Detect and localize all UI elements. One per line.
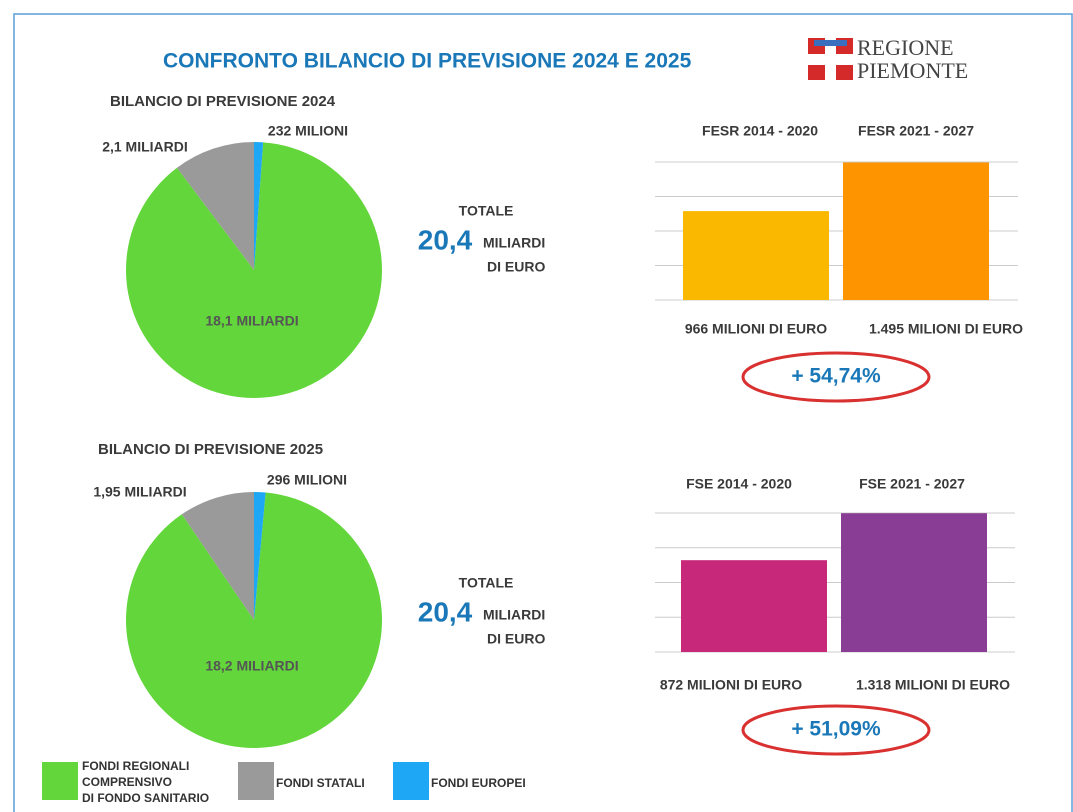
legend-swatch xyxy=(238,762,274,800)
total-caption: TOTALE xyxy=(459,575,514,591)
change-label: + 54,74% xyxy=(791,365,881,388)
legend-label: FONDI EUROPEI xyxy=(431,776,526,790)
pie-slice xyxy=(126,492,383,748)
category-label: FESR 2021 - 2027 xyxy=(858,123,974,139)
slice-label: 296 MILIONI xyxy=(267,472,347,488)
logo xyxy=(808,38,853,80)
highlight-circle xyxy=(741,351,931,403)
logo-text: REGIONE xyxy=(857,35,954,60)
frame xyxy=(13,13,1073,812)
category-label: FSE 2021 - 2027 xyxy=(859,476,965,492)
total-unit: DI EURO xyxy=(487,259,545,275)
legend-swatch xyxy=(393,762,429,800)
pie-slice xyxy=(176,142,254,270)
value-label: 1.318 MILIONI DI EURO xyxy=(856,677,1010,693)
bar xyxy=(841,513,987,652)
legend-label: FONDI REGIONALI COMPRENSIVO DI FONDO SAN… xyxy=(82,759,210,805)
total-unit: MILIARDI xyxy=(483,607,545,623)
chart-title: BILANCIO DI PREVISIONE 2025 xyxy=(98,441,323,458)
value-label: 966 MILIONI DI EURO xyxy=(685,321,827,337)
pie-slice xyxy=(254,492,266,620)
bar xyxy=(683,211,829,300)
total-unit: DI EURO xyxy=(487,631,545,647)
total-caption: TOTALE xyxy=(459,203,514,219)
slice-label: 2,1 MILIARDI xyxy=(102,139,188,155)
value-label: 872 MILIONI DI EURO xyxy=(660,677,802,693)
total-value: 20,4 xyxy=(418,596,473,627)
pie-slice xyxy=(181,492,254,620)
pie-slice xyxy=(126,142,382,398)
slice-label: 18,2 MILIARDI xyxy=(205,658,298,674)
chart-title: BILANCIO DI PREVISIONE 2024 xyxy=(110,93,336,110)
pie-slice xyxy=(254,142,264,270)
slice-label: 18,1 MILIARDI xyxy=(205,313,298,329)
logo-text: PIEMONTE xyxy=(857,58,968,83)
bar xyxy=(843,162,989,300)
total-unit: MILIARDI xyxy=(483,235,545,251)
slice-label: 1,95 MILIARDI xyxy=(93,484,186,500)
bar xyxy=(681,560,827,652)
slice-label: 232 MILIONI xyxy=(268,123,348,139)
total-value: 20,4 xyxy=(418,224,473,255)
main-title: CONFRONTO BILANCIO DI PREVISIONE 2024 E … xyxy=(163,50,692,73)
highlight-circle xyxy=(741,704,931,756)
category-label: FESR 2014 - 2020 xyxy=(702,123,818,139)
legend-label: FONDI STATALI xyxy=(276,776,365,790)
value-label: 1.495 MILIONI DI EURO xyxy=(869,321,1023,337)
legend-swatch xyxy=(42,762,78,800)
change-label: + 51,09% xyxy=(791,718,881,741)
category-label: FSE 2014 - 2020 xyxy=(686,476,792,492)
